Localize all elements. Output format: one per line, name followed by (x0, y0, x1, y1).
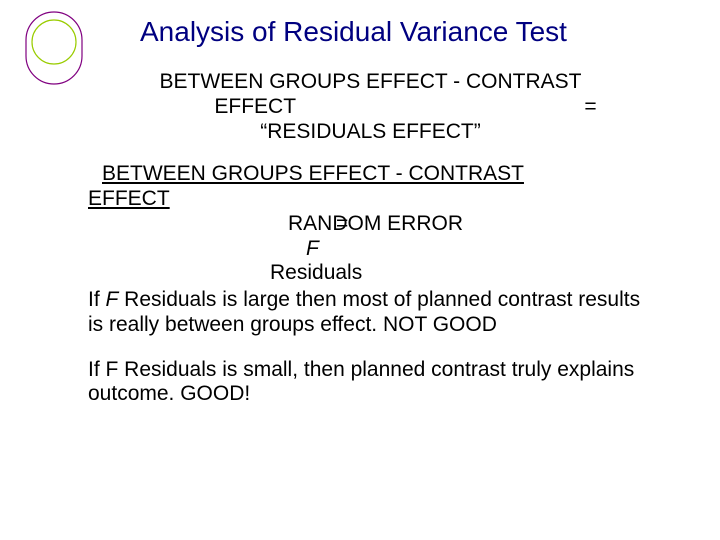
eq1-line3: “RESIDUALS EFFECT” (88, 120, 653, 145)
eq2-random-text: RANDOM ERROR (288, 212, 463, 235)
slide-body: BETWEEN GROUPS EFFECT - CONTRAST EFFECT=… (88, 70, 653, 407)
equation-block-1: BETWEEN GROUPS EFFECT - CONTRAST EFFECT=… (88, 70, 653, 144)
eq2-line1-underline: BETWEEN GROUPS EFFECT - CONTRAST (102, 162, 524, 185)
para1-prefix: If (88, 288, 106, 311)
corner-decoration-icon (24, 8, 84, 86)
eq1-line1: BETWEEN GROUPS EFFECT - CONTRAST (88, 70, 653, 95)
eq2-line2-underline: EFFECT (88, 187, 170, 210)
eq2-residuals-line: Residuals (88, 261, 653, 286)
para1-f-italic: F (106, 288, 119, 311)
slide: Analysis of Residual Variance Test BETWE… (0, 0, 720, 540)
paragraph-1: If F Residuals is large then most of pla… (88, 288, 653, 338)
eq2-equals-overlay: = (336, 212, 348, 237)
eq1-effect-word: EFFECT (144, 95, 464, 120)
eq1-equals: = (464, 95, 596, 120)
para1-rest: Residuals is large then most of planned … (88, 288, 640, 336)
paragraph-2: If F Residuals is small, then planned co… (88, 358, 653, 408)
eq2-line1: BETWEEN GROUPS EFFECT - CONTRAST (88, 162, 653, 187)
eq1-line2: EFFECT= (88, 95, 653, 120)
eq2-random-error: RANDOM ERROR= (88, 212, 653, 237)
eq2-line2: EFFECT (88, 187, 653, 212)
eq2-f-line: F (88, 237, 653, 262)
equation-block-2: BETWEEN GROUPS EFFECT - CONTRAST EFFECT … (88, 162, 653, 286)
slide-title: Analysis of Residual Variance Test (140, 16, 660, 48)
